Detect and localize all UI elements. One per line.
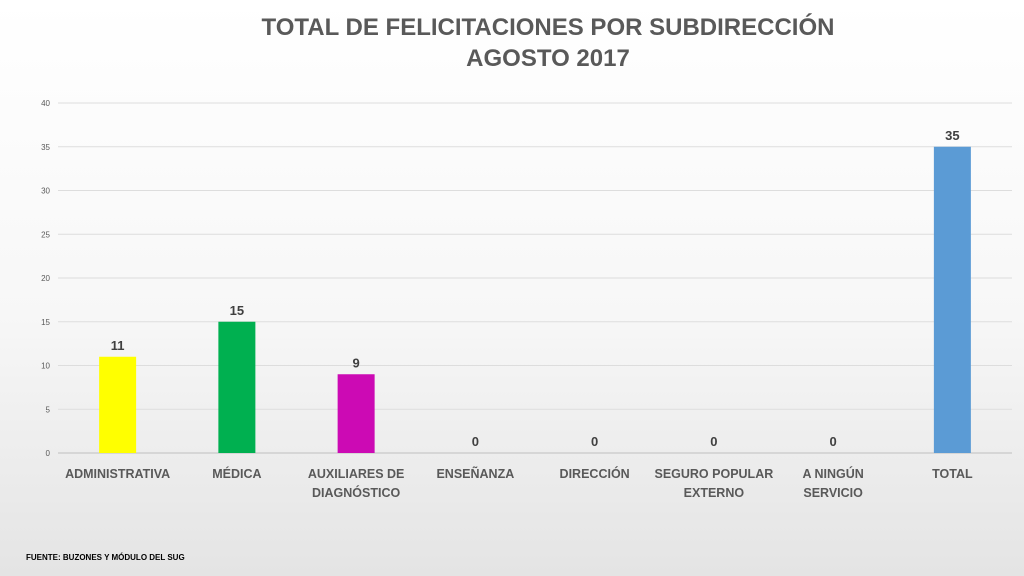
x-tick-label-line: SERVICIO [803, 486, 863, 500]
x-tick-label: TOTAL [932, 467, 973, 481]
x-tick-label: A NINGÚN SERVICIO [802, 466, 863, 500]
x-tick-label: AUXILIARES DE DIAGNÓSTICO [308, 467, 405, 500]
x-tick-label-line: AUXILIARES DE [308, 467, 405, 481]
bar [218, 321, 256, 453]
data-label: 0 [472, 434, 479, 449]
y-tick-label: 10 [41, 362, 50, 371]
x-tick-label: SEGURO POPULAR EXTERNO [654, 467, 773, 500]
y-tick-label: 25 [41, 230, 50, 239]
x-tick-label-line: DIRECCIÓN [560, 466, 630, 481]
x-tick-label-line: ADMINISTRATIVA [65, 467, 170, 481]
y-tick-label: 30 [41, 187, 50, 196]
data-label: 0 [591, 434, 598, 449]
x-tick-label-line: TOTAL [932, 467, 973, 481]
x-tick-label: ADMINISTRATIVA [65, 467, 170, 481]
y-tick-label: 40 [41, 99, 50, 108]
y-tick-label: 15 [41, 318, 50, 327]
x-tick-label-line: EXTERNO [684, 486, 745, 500]
chart-title-line2: AGOSTO 2017 [466, 45, 630, 72]
y-tick-label: 35 [41, 143, 50, 152]
y-tick-label: 0 [46, 449, 51, 458]
x-tick-label-line: DIAGNÓSTICO [312, 485, 400, 500]
data-label: 35 [945, 128, 959, 143]
data-label: 0 [710, 434, 717, 449]
x-tick-label-line: A NINGÚN [802, 466, 863, 481]
data-label: 9 [353, 355, 360, 370]
chart-title: TOTAL DE FELICITACIONES POR SUBDIRECCIÓN… [0, 12, 1024, 74]
x-tick-label-line: MÉDICA [212, 466, 261, 481]
bar [933, 146, 971, 453]
y-tick-label: 5 [46, 405, 51, 414]
x-tick-label: MÉDICA [212, 466, 261, 481]
data-label: 0 [830, 434, 837, 449]
data-label: 15 [230, 303, 244, 318]
chart-title-line1: TOTAL DE FELICITACIONES POR SUBDIRECCIÓN [261, 14, 835, 41]
source-note: FUENTE: BUZONES Y MÓDULO DEL SUG [26, 553, 185, 562]
x-tick-label: DIRECCIÓN [560, 466, 630, 481]
y-tick-label: 20 [41, 274, 50, 283]
bar [337, 374, 375, 453]
x-tick-label-line: SEGURO POPULAR [654, 467, 773, 481]
x-tick-label: ENSEÑANZA [436, 466, 514, 481]
data-label: 11 [111, 338, 125, 353]
bar [99, 356, 137, 453]
x-tick-label-line: ENSEÑANZA [436, 466, 514, 481]
